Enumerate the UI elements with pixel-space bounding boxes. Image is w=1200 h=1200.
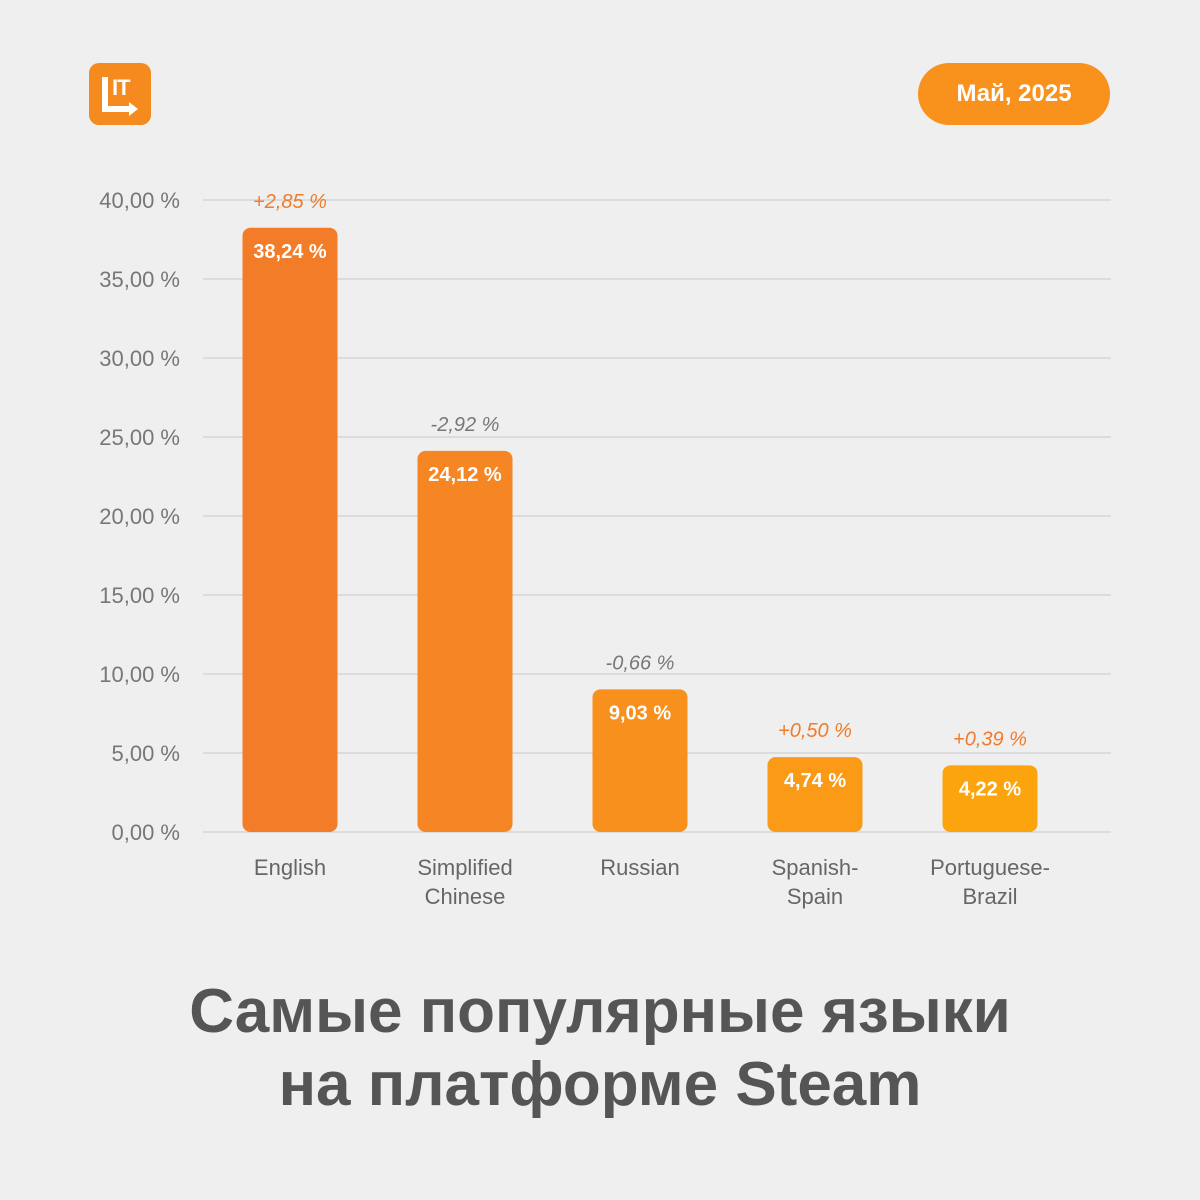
category-label: Chinese xyxy=(425,884,506,909)
bar-value-label: 4,74 % xyxy=(784,770,846,792)
y-tick-label: 5,00 % xyxy=(112,741,181,766)
category-label: Russian xyxy=(600,855,679,880)
y-tick-label: 40,00 % xyxy=(99,188,180,213)
category-label: Portuguese- xyxy=(930,855,1050,880)
bar-change-label: -0,66 % xyxy=(606,652,675,674)
chart-title: Самые популярные языки на платформе Stea… xyxy=(0,975,1200,1121)
bar xyxy=(417,450,513,832)
category-label: Simplified xyxy=(417,855,512,880)
y-tick-label: 0,00 % xyxy=(112,820,181,845)
category-label: Spain xyxy=(787,884,843,909)
logo-arrow-icon xyxy=(102,77,138,116)
y-tick-label: 25,00 % xyxy=(99,425,180,450)
bar-value-label: 38,24 % xyxy=(253,241,327,263)
bar xyxy=(592,689,688,832)
category-label: Spanish- xyxy=(772,855,859,880)
y-tick-label: 35,00 % xyxy=(99,267,180,292)
bar xyxy=(242,227,338,833)
bar-chart: 0,00 % 5,00 % 10,00 % 15,00 % 20,00 % 25,00 %… xyxy=(99,188,1111,909)
logo: IT xyxy=(89,63,151,125)
logo-text: IT xyxy=(112,75,131,100)
y-tick-label: 10,00 % xyxy=(99,662,180,687)
bar-value-label: 4,22 % xyxy=(959,778,1021,800)
bar-change-label: -2,92 % xyxy=(431,414,500,436)
bar-value-label: 24,12 % xyxy=(428,464,502,486)
chart-title-line1: Самые популярные языки xyxy=(189,977,1011,1046)
y-tick-label: 15,00 % xyxy=(99,583,180,608)
chart-title-line2: на платформе Steam xyxy=(278,1050,922,1119)
y-tick-label: 30,00 % xyxy=(99,346,180,371)
bar-change-label: +0,50 % xyxy=(778,720,852,742)
bar xyxy=(767,757,863,832)
category-label: English xyxy=(254,855,326,880)
date-badge: Май, 2025 xyxy=(918,63,1110,125)
y-tick-label: 20,00 % xyxy=(99,504,180,529)
category-label: Brazil xyxy=(962,884,1017,909)
bar-change-label: +2,85 % xyxy=(253,191,327,213)
bar-change-label: +0,39 % xyxy=(953,728,1027,750)
bar xyxy=(942,765,1038,832)
bar-value-label: 9,03 % xyxy=(609,702,671,724)
